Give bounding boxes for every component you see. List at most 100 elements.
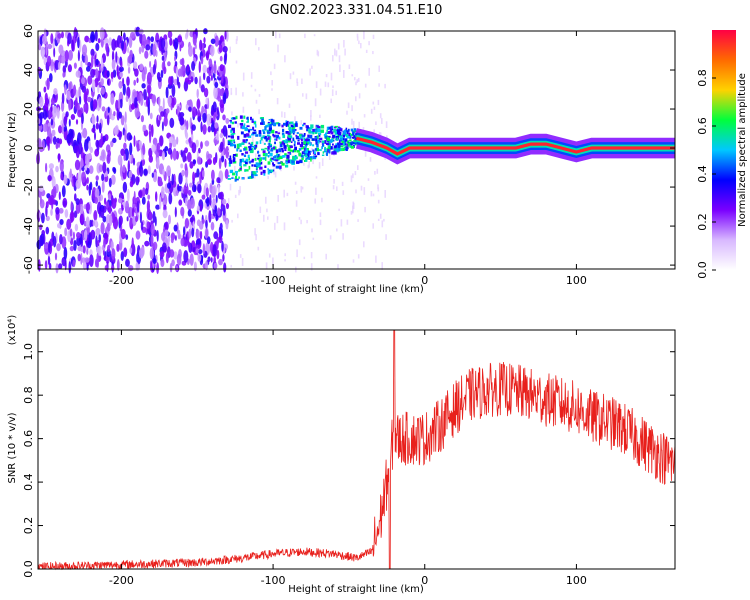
spectrogram-cell bbox=[89, 254, 94, 267]
spectrogram-cell bbox=[278, 156, 282, 160]
spectrogram-cell bbox=[299, 159, 303, 164]
spectrogram-cell bbox=[156, 157, 160, 168]
spectrogram-cell bbox=[135, 215, 138, 223]
spectrogram-cell bbox=[272, 146, 276, 150]
spectrogram-cell bbox=[128, 170, 133, 178]
spectrogram-cell bbox=[81, 85, 87, 93]
spectrogram-cell bbox=[258, 130, 262, 134]
spectrogram-cell bbox=[273, 122, 277, 127]
spectrogram-cell bbox=[283, 122, 286, 126]
tone-line-halo bbox=[356, 138, 675, 158]
spectrogram-cell bbox=[276, 122, 280, 125]
spectrogram-cell bbox=[222, 46, 228, 53]
spectrogram-cell bbox=[258, 109, 260, 115]
spectrogram-cell bbox=[248, 161, 252, 164]
spectrogram-cell bbox=[288, 135, 293, 139]
spectrogram-cell bbox=[68, 98, 72, 111]
spectrogram-cell bbox=[301, 138, 303, 142]
spectrogram-cell bbox=[191, 132, 194, 142]
spectrogram-cell bbox=[349, 135, 352, 139]
spectrogram-cell bbox=[213, 256, 216, 265]
spectrogram-cell bbox=[275, 131, 278, 134]
spectrogram-cell bbox=[37, 138, 42, 151]
spectrogram-cell bbox=[129, 180, 134, 188]
spectrogram-cell bbox=[125, 258, 130, 267]
spectrogram-cell bbox=[42, 123, 48, 132]
spectrogram-cell bbox=[111, 265, 115, 271]
spectrogram-cell bbox=[100, 86, 105, 95]
spectrogram-cell bbox=[372, 51, 374, 55]
spectrogram-cell bbox=[326, 129, 328, 134]
snr-xlabel: Height of straight line (km) bbox=[288, 584, 424, 595]
spectrogram-cell bbox=[210, 109, 214, 116]
spectrogram-cell bbox=[83, 103, 86, 113]
spectrogram-cell bbox=[69, 245, 75, 252]
spectrogram-cell bbox=[130, 31, 135, 39]
spectrogram-cell bbox=[252, 135, 254, 143]
spectrogram-cell bbox=[327, 146, 331, 149]
spectrogram-cell bbox=[303, 141, 307, 145]
spectrogram-cell bbox=[268, 124, 272, 128]
spectrogram-cell bbox=[336, 186, 338, 191]
spectrogram-cell bbox=[352, 201, 355, 209]
spectrogram-cell bbox=[197, 156, 202, 165]
spectrogram-cell bbox=[110, 240, 114, 251]
spectrogram-cell bbox=[318, 134, 321, 137]
spectrogram-cell bbox=[96, 139, 100, 152]
spectrogram-cell bbox=[197, 116, 202, 122]
spectrogram-cell bbox=[343, 142, 345, 147]
spectrogram-cell bbox=[329, 130, 332, 132]
spectrogram-cell bbox=[338, 147, 340, 152]
spectrogram-cell bbox=[177, 35, 183, 43]
spectrogram-cell bbox=[191, 227, 195, 238]
spectrogram-cell bbox=[63, 174, 68, 185]
spectrogram-cell bbox=[215, 194, 218, 204]
spectrogram-cell bbox=[165, 252, 169, 264]
spectrogram-cell bbox=[295, 266, 297, 273]
spectrogram-cell bbox=[333, 129, 337, 133]
spectrogram-cell bbox=[118, 215, 123, 226]
spectrogram-cell bbox=[302, 155, 305, 159]
spectrogram-cell bbox=[271, 157, 274, 160]
snr-series bbox=[37, 329, 676, 571]
spectrogram-cell bbox=[281, 162, 285, 166]
spectrogram-cell bbox=[329, 235, 332, 240]
spectrogram-cell bbox=[241, 142, 245, 145]
spectrogram-cell bbox=[287, 134, 291, 138]
spectrogram-cell bbox=[239, 123, 243, 126]
colorbar-label: Normalized spectral amplitude bbox=[737, 73, 748, 227]
spectrogram-cell bbox=[251, 141, 254, 146]
tone-line-halo bbox=[355, 128, 675, 149]
spectrogram-cell bbox=[52, 136, 57, 145]
spectrogram-cell bbox=[176, 76, 179, 86]
spectrogram-cell bbox=[349, 139, 352, 142]
spectrogram-cell bbox=[309, 136, 312, 141]
spectrogram-cell bbox=[263, 214, 265, 222]
spectrogram-cell bbox=[304, 147, 306, 151]
spectrogram-cell bbox=[334, 135, 337, 138]
spectrogram-cell bbox=[141, 196, 146, 205]
spectrogram-cell bbox=[189, 161, 194, 169]
spectrogram-cell bbox=[47, 175, 52, 182]
spectrogram-cell bbox=[136, 200, 140, 213]
spectrogram-cell bbox=[327, 82, 330, 88]
spectrogram-cell bbox=[180, 124, 185, 131]
spectrogram-cell bbox=[154, 216, 157, 227]
spectrogram-cell bbox=[90, 48, 95, 57]
spectrogram-cell bbox=[219, 99, 225, 109]
spectrogram-cell bbox=[336, 228, 338, 232]
spectrogram-cell bbox=[235, 38, 238, 45]
spectrogram-cell bbox=[159, 196, 162, 210]
spectrogram-cell bbox=[73, 145, 78, 154]
x-tick-label: 0 bbox=[421, 274, 428, 287]
spectrogram-cell bbox=[337, 43, 340, 50]
spectrogram-cell bbox=[239, 254, 242, 258]
spectrogram-cell bbox=[142, 187, 146, 197]
spectrogram-cell bbox=[115, 51, 118, 63]
spectrogram-cell bbox=[358, 40, 360, 45]
spectrogram-cell bbox=[308, 161, 310, 168]
spectrogram-cell bbox=[141, 45, 145, 53]
spectrogram-cell bbox=[302, 124, 305, 127]
spectrogram-cell bbox=[188, 228, 192, 239]
spectrogram-cell bbox=[326, 126, 330, 131]
